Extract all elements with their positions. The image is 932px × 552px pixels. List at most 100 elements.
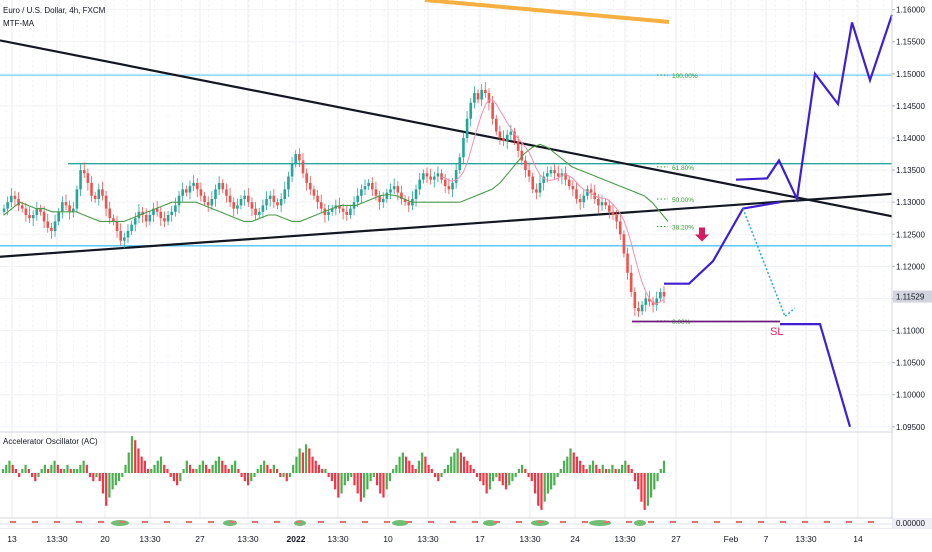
candle-body [451, 182, 454, 190]
candle-body [392, 186, 396, 190]
oscillator-bar [417, 460, 421, 473]
candle-body [2, 208, 6, 212]
candle-body [655, 298, 659, 305]
oscillator-bar [76, 468, 79, 473]
candle-body [447, 186, 451, 190]
candle-body [316, 195, 319, 203]
time-tick-label: 20 [100, 534, 110, 544]
candle-body [498, 131, 502, 138]
candle-body [582, 195, 586, 203]
oscillator-bar [208, 468, 211, 473]
oscillator-bar [134, 440, 137, 473]
candle-body [254, 208, 257, 215]
oscillator-bar [553, 473, 556, 486]
candle-body [46, 221, 50, 228]
oscillator-bar [459, 452, 462, 473]
candle-body [312, 189, 316, 196]
oscillator-bar [30, 473, 34, 478]
oscillator-bar [575, 456, 579, 473]
candle-body [367, 182, 370, 187]
oscillator-bar [530, 473, 533, 482]
candle-body [480, 89, 483, 100]
candle-body [276, 202, 279, 206]
candle-body [155, 208, 159, 212]
oscillator-bar [469, 464, 472, 473]
oscillator-bar [475, 473, 479, 478]
time-tick-label: 2022 [287, 534, 306, 544]
oscillator-bar [411, 464, 414, 473]
oscillator-bar [85, 464, 88, 473]
oscillator-bar [214, 460, 217, 473]
candle-body [298, 154, 301, 161]
oscillator-bar [498, 473, 501, 482]
oscillator-bar [633, 473, 637, 482]
candle-body [130, 224, 133, 232]
candle-body [378, 195, 381, 203]
candle-body [396, 186, 400, 193]
descending-trendline [0, 39, 893, 218]
lower-pane-tick [758, 521, 764, 523]
price-tick-label: 1.11000 [896, 327, 925, 336]
candle-body [400, 192, 403, 199]
candle-body [589, 189, 593, 193]
candle-body [6, 202, 9, 209]
lower-pane-tick [10, 521, 16, 523]
candle-body [203, 195, 206, 203]
candle-body [301, 160, 305, 174]
oscillator-bar [504, 473, 508, 490]
candle-body [31, 215, 35, 219]
oscillator-bar [285, 473, 288, 482]
candle-body [626, 253, 629, 273]
candle-body [28, 215, 31, 219]
oscillator-bar [24, 464, 27, 473]
oscillator-bar [524, 468, 527, 473]
candle-body [144, 215, 148, 222]
oscillator-title: Accelerator Oscillator (AC) [3, 437, 98, 446]
oscillator-bar [366, 473, 369, 490]
lower-pane-tick [230, 521, 236, 523]
lower-pane-tick [626, 521, 632, 523]
oscillator-bar [127, 452, 130, 473]
oscillator-bar [50, 464, 53, 473]
candle-body [564, 173, 567, 180]
oscillator-bar [217, 456, 221, 473]
oscillator-bar [356, 473, 359, 494]
candle-body [243, 195, 246, 199]
candle-body [429, 176, 432, 180]
lower-pane-blob [634, 520, 646, 526]
candle-body [389, 189, 392, 193]
lower-pane-tick [32, 521, 38, 523]
oscillator-bar [250, 473, 253, 482]
candle-body [221, 182, 225, 190]
candle-body [319, 202, 323, 209]
oscillator-bar [5, 464, 8, 473]
candle-body [381, 198, 385, 203]
oscillator-bar [579, 460, 582, 473]
oscillator-bar [282, 473, 285, 478]
oscillator-bar [37, 473, 40, 478]
candle-body [123, 237, 126, 241]
oscillator-bar [537, 473, 540, 506]
candle-body [257, 211, 261, 215]
candle-body [42, 211, 46, 222]
price-tick-label: 1.10000 [896, 391, 925, 400]
oscillator-bar [617, 468, 620, 473]
oscillator-bar [105, 473, 108, 506]
oscillator-bar [659, 468, 662, 473]
candle-body [79, 170, 82, 190]
oscillator-bar [662, 460, 666, 473]
candle-body [414, 189, 418, 199]
candle-body [199, 189, 203, 196]
candle-body [250, 202, 254, 209]
candle-body [604, 202, 607, 206]
oscillator-bar [221, 460, 224, 473]
candle-body [648, 298, 651, 302]
oscillator-bar [66, 464, 69, 473]
lower-pane-blob [483, 520, 497, 526]
oscillator-bar [140, 456, 143, 473]
candle-body [35, 208, 39, 215]
oscillator-bar [179, 473, 182, 482]
lower-pane-tick [516, 521, 522, 523]
lower-pane-tick [824, 521, 830, 523]
candle-body [549, 170, 553, 174]
